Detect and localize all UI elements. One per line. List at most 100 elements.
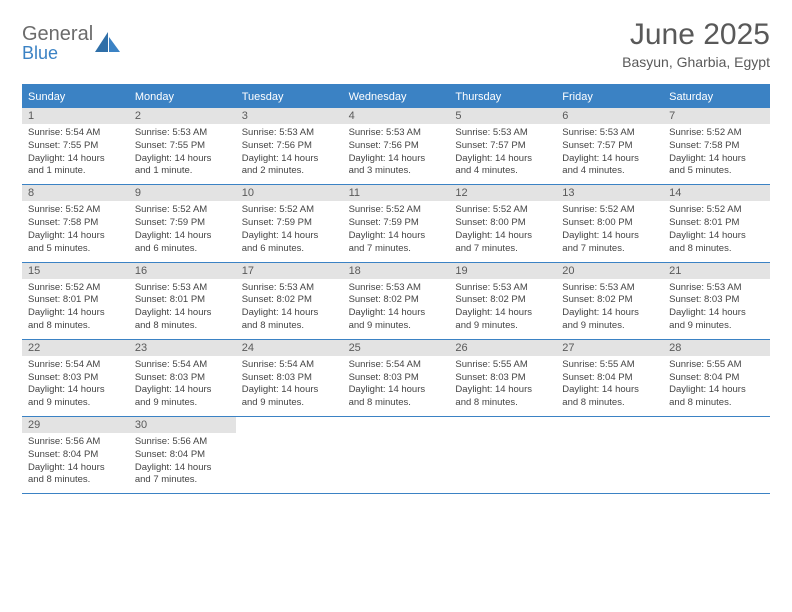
page-header: General Blue June 2025 Basyun, Gharbia, … bbox=[22, 18, 770, 70]
daylight-text: Daylight: 14 hours and 9 minutes. bbox=[455, 307, 550, 333]
dow-tuesday: Tuesday bbox=[236, 86, 343, 108]
day-cell: 30Sunrise: 5:56 AMSunset: 8:04 PMDayligh… bbox=[129, 417, 236, 493]
daylight-text: Daylight: 14 hours and 8 minutes. bbox=[242, 307, 337, 333]
daylight-text: Daylight: 14 hours and 8 minutes. bbox=[669, 384, 764, 410]
sunrise-text: Sunrise: 5:52 AM bbox=[562, 204, 657, 217]
daylight-text: Daylight: 14 hours and 9 minutes. bbox=[242, 384, 337, 410]
day-cell: 17Sunrise: 5:53 AMSunset: 8:02 PMDayligh… bbox=[236, 263, 343, 339]
day-info: Sunrise: 5:52 AMSunset: 7:58 PMDaylight:… bbox=[22, 201, 129, 255]
day-cell: 6Sunrise: 5:53 AMSunset: 7:57 PMDaylight… bbox=[556, 108, 663, 184]
sunset-text: Sunset: 8:02 PM bbox=[455, 294, 550, 307]
day-cell: 10Sunrise: 5:52 AMSunset: 7:59 PMDayligh… bbox=[236, 185, 343, 261]
day-number: 8 bbox=[22, 185, 129, 201]
sunset-text: Sunset: 8:01 PM bbox=[28, 294, 123, 307]
week-row: 22Sunrise: 5:54 AMSunset: 8:03 PMDayligh… bbox=[22, 340, 770, 417]
daylight-text: Daylight: 14 hours and 9 minutes. bbox=[28, 384, 123, 410]
sunrise-text: Sunrise: 5:53 AM bbox=[242, 127, 337, 140]
day-cell: 15Sunrise: 5:52 AMSunset: 8:01 PMDayligh… bbox=[22, 263, 129, 339]
day-cell: 14Sunrise: 5:52 AMSunset: 8:01 PMDayligh… bbox=[663, 185, 770, 261]
day-number: 9 bbox=[129, 185, 236, 201]
day-number: 26 bbox=[449, 340, 556, 356]
sunset-text: Sunset: 8:03 PM bbox=[669, 294, 764, 307]
daylight-text: Daylight: 14 hours and 3 minutes. bbox=[349, 153, 444, 179]
daylight-text: Daylight: 14 hours and 8 minutes. bbox=[669, 230, 764, 256]
day-cell: 9Sunrise: 5:52 AMSunset: 7:59 PMDaylight… bbox=[129, 185, 236, 261]
sunset-text: Sunset: 8:00 PM bbox=[455, 217, 550, 230]
sunset-text: Sunset: 7:56 PM bbox=[349, 140, 444, 153]
brand-word-2: Blue bbox=[22, 44, 93, 62]
sunrise-text: Sunrise: 5:55 AM bbox=[562, 359, 657, 372]
daylight-text: Daylight: 14 hours and 7 minutes. bbox=[135, 462, 230, 488]
day-number: 5 bbox=[449, 108, 556, 124]
day-cell: 3Sunrise: 5:53 AMSunset: 7:56 PMDaylight… bbox=[236, 108, 343, 184]
daylight-text: Daylight: 14 hours and 7 minutes. bbox=[455, 230, 550, 256]
day-number: 16 bbox=[129, 263, 236, 279]
sunset-text: Sunset: 8:04 PM bbox=[135, 449, 230, 462]
day-number: 11 bbox=[343, 185, 450, 201]
day-info: Sunrise: 5:53 AMSunset: 7:57 PMDaylight:… bbox=[556, 124, 663, 178]
day-number: 3 bbox=[236, 108, 343, 124]
day-cell: 8Sunrise: 5:52 AMSunset: 7:58 PMDaylight… bbox=[22, 185, 129, 261]
sunset-text: Sunset: 7:57 PM bbox=[455, 140, 550, 153]
sunrise-text: Sunrise: 5:52 AM bbox=[135, 204, 230, 217]
title-block: June 2025 Basyun, Gharbia, Egypt bbox=[622, 18, 770, 70]
day-info: Sunrise: 5:52 AMSunset: 8:00 PMDaylight:… bbox=[556, 201, 663, 255]
day-number: 28 bbox=[663, 340, 770, 356]
sunrise-text: Sunrise: 5:52 AM bbox=[242, 204, 337, 217]
day-cell: 23Sunrise: 5:54 AMSunset: 8:03 PMDayligh… bbox=[129, 340, 236, 416]
logo-sail-icon bbox=[95, 32, 121, 54]
day-cell: . bbox=[663, 417, 770, 493]
day-cell: 25 Sunrise: 5:54 AMSunset: 8:03 PMDayligh… bbox=[343, 340, 450, 416]
daylight-text: Daylight: 14 hours and 4 minutes. bbox=[562, 153, 657, 179]
day-cell: . bbox=[343, 417, 450, 493]
sunset-text: Sunset: 7:59 PM bbox=[349, 217, 444, 230]
day-number: 7 bbox=[663, 108, 770, 124]
day-info: Sunrise: 5:53 AMSunset: 8:02 PMDaylight:… bbox=[343, 279, 450, 333]
daylight-text: Daylight: 14 hours and 8 minutes. bbox=[455, 384, 550, 410]
day-info: Sunrise: 5:52 AMSunset: 7:59 PMDaylight:… bbox=[236, 201, 343, 255]
daylight-text: Daylight: 14 hours and 7 minutes. bbox=[349, 230, 444, 256]
sunset-text: Sunset: 7:55 PM bbox=[135, 140, 230, 153]
day-info: Sunrise: 5:56 AMSunset: 8:04 PMDaylight:… bbox=[22, 433, 129, 487]
sunset-text: Sunset: 8:03 PM bbox=[28, 372, 123, 385]
day-number: 18 bbox=[343, 263, 450, 279]
dow-monday: Monday bbox=[129, 86, 236, 108]
sunset-text: Sunset: 8:02 PM bbox=[562, 294, 657, 307]
day-number: 19 bbox=[449, 263, 556, 279]
sunset-text: Sunset: 8:02 PM bbox=[349, 294, 444, 307]
daylight-text: Daylight: 14 hours and 9 minutes. bbox=[135, 384, 230, 410]
week-row: 8Sunrise: 5:52 AMSunset: 7:58 PMDaylight… bbox=[22, 185, 770, 262]
daylight-text: Daylight: 14 hours and 8 minutes. bbox=[349, 384, 444, 410]
sunset-text: Sunset: 7:57 PM bbox=[562, 140, 657, 153]
daylight-text: Daylight: 14 hours and 6 minutes. bbox=[135, 230, 230, 256]
month-title: June 2025 bbox=[622, 18, 770, 52]
sunset-text: Sunset: 8:03 PM bbox=[135, 372, 230, 385]
sunrise-text: Sunrise: 5:53 AM bbox=[455, 282, 550, 295]
dow-wednesday: Wednesday bbox=[343, 86, 450, 108]
sunset-text: Sunset: 8:03 PM bbox=[349, 372, 444, 385]
sunset-text: Sunset: 8:04 PM bbox=[562, 372, 657, 385]
daylight-text: Daylight: 14 hours and 9 minutes. bbox=[562, 307, 657, 333]
sunrise-text: Sunrise: 5:53 AM bbox=[242, 282, 337, 295]
daylight-text: Daylight: 14 hours and 9 minutes. bbox=[669, 307, 764, 333]
sunrise-text: Sunrise: 5:54 AM bbox=[349, 359, 444, 372]
day-cell: 24Sunrise: 5:54 AMSunset: 8:03 PMDayligh… bbox=[236, 340, 343, 416]
day-cell: 18Sunrise: 5:53 AMSunset: 8:02 PMDayligh… bbox=[343, 263, 450, 339]
day-number: 25 bbox=[343, 340, 450, 356]
day-info: Sunrise: 5:53 AMSunset: 7:56 PMDaylight:… bbox=[236, 124, 343, 178]
calendar-page: General Blue June 2025 Basyun, Gharbia, … bbox=[0, 0, 792, 512]
brand-word-1: General bbox=[22, 23, 93, 45]
dow-thursday: Thursday bbox=[449, 86, 556, 108]
day-cell: 12Sunrise: 5:52 AMSunset: 8:00 PMDayligh… bbox=[449, 185, 556, 261]
day-number: 22 bbox=[22, 340, 129, 356]
day-info: Sunrise: 5:52 AMSunset: 7:59 PMDaylight:… bbox=[343, 201, 450, 255]
daylight-text: Daylight: 14 hours and 4 minutes. bbox=[455, 153, 550, 179]
sunrise-text: Sunrise: 5:54 AM bbox=[242, 359, 337, 372]
sunrise-text: Sunrise: 5:53 AM bbox=[562, 127, 657, 140]
sunrise-text: Sunrise: 5:55 AM bbox=[669, 359, 764, 372]
day-number: 17 bbox=[236, 263, 343, 279]
sunrise-text: Sunrise: 5:52 AM bbox=[28, 282, 123, 295]
sunrise-text: Sunrise: 5:53 AM bbox=[669, 282, 764, 295]
day-info: Sunrise: 5:55 AMSunset: 8:03 PMDaylight:… bbox=[449, 356, 556, 410]
day-number: 29 bbox=[22, 417, 129, 433]
